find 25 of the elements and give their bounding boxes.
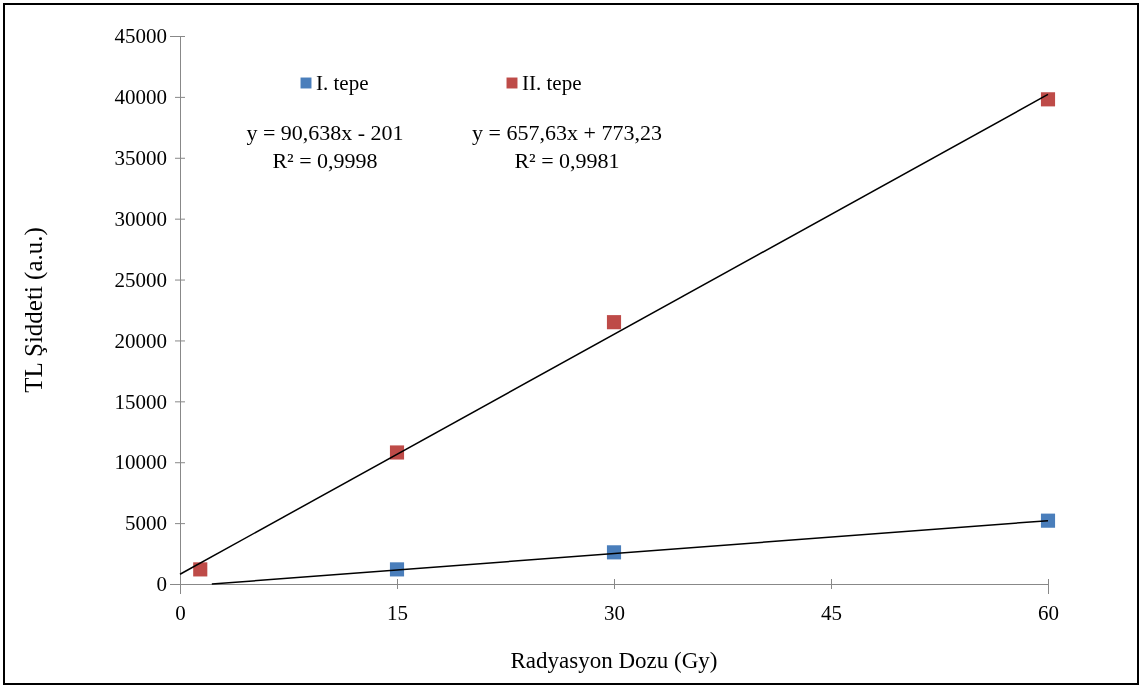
point bbox=[193, 562, 208, 577]
y-tick-label: 5000 bbox=[125, 511, 167, 536]
x-tick-label: 60 bbox=[1038, 601, 1059, 626]
legend-label: II. tepe bbox=[522, 71, 582, 95]
y-tick-label: 25000 bbox=[114, 267, 167, 292]
legend-label: I. tepe bbox=[316, 71, 369, 95]
y-tick-label: 45000 bbox=[114, 24, 167, 49]
y-tick-label: 30000 bbox=[114, 206, 167, 231]
y-axis-title: TL Şiddeti (a.u.) bbox=[20, 227, 48, 393]
x-axis-title: Radyasyon Dozu (Gy) bbox=[510, 648, 718, 673]
x-tick-label: 0 bbox=[175, 601, 186, 626]
y-tick-label: 40000 bbox=[114, 85, 167, 110]
annotation: y = 90,638x - 201 R² = 0,9998 bbox=[246, 120, 404, 173]
annotation: y = 657,63x + 773,23 R² = 0,9981 bbox=[472, 120, 662, 173]
y-tick-label: 15000 bbox=[114, 389, 167, 414]
x-tick-label: 15 bbox=[387, 601, 408, 626]
point bbox=[1040, 92, 1056, 107]
y-tick-label: 0 bbox=[156, 572, 167, 597]
y-tick-label: 20000 bbox=[114, 328, 167, 353]
point bbox=[606, 315, 622, 330]
x-tick-label: 45 bbox=[821, 601, 842, 626]
x-tick-label: 30 bbox=[604, 601, 625, 626]
point bbox=[1040, 513, 1056, 528]
y-tick-label: 35000 bbox=[114, 146, 167, 170]
y-tick-label: 10000 bbox=[114, 450, 167, 475]
